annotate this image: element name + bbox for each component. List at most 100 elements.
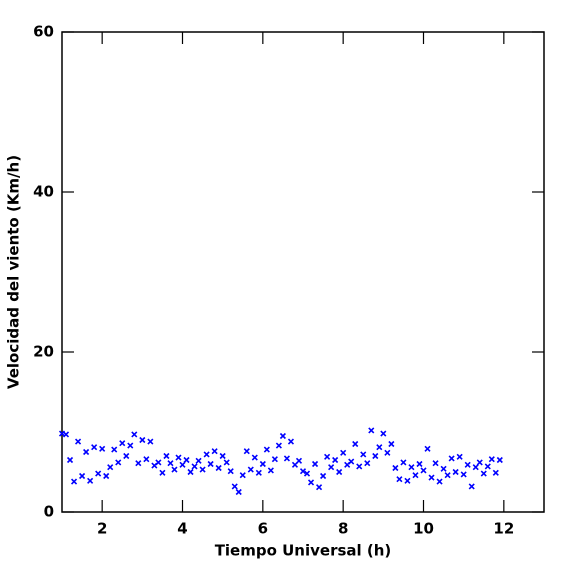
point xyxy=(416,460,423,468)
point xyxy=(440,465,447,472)
point xyxy=(311,460,319,468)
x-tick-label: 6 xyxy=(258,520,268,538)
point xyxy=(456,453,463,460)
point xyxy=(79,472,86,480)
point xyxy=(66,456,74,464)
y-tick-label: 60 xyxy=(33,23,54,41)
point xyxy=(247,466,254,473)
y-tick-label: 40 xyxy=(33,183,54,201)
point xyxy=(307,479,315,486)
point xyxy=(472,464,479,471)
point xyxy=(239,472,246,479)
point xyxy=(324,453,331,460)
point xyxy=(83,448,90,456)
point xyxy=(103,472,110,480)
point xyxy=(400,459,407,466)
point xyxy=(135,460,142,467)
point xyxy=(211,448,218,455)
point xyxy=(175,454,182,461)
point xyxy=(295,457,303,464)
point xyxy=(460,471,467,478)
point xyxy=(207,460,214,468)
point xyxy=(95,470,102,477)
point xyxy=(279,432,286,440)
point xyxy=(436,478,443,485)
point xyxy=(187,468,194,476)
point xyxy=(259,460,266,468)
point xyxy=(227,468,234,475)
point xyxy=(464,461,471,468)
point xyxy=(404,477,411,484)
point xyxy=(199,466,206,473)
point xyxy=(432,460,439,467)
point xyxy=(107,464,114,471)
point xyxy=(372,452,379,460)
point xyxy=(368,427,375,434)
point xyxy=(332,456,339,464)
point xyxy=(255,469,262,476)
point xyxy=(167,460,174,467)
point xyxy=(159,469,166,476)
point xyxy=(328,464,335,471)
point xyxy=(388,440,395,448)
point xyxy=(271,456,278,463)
point xyxy=(127,442,134,449)
point xyxy=(251,454,258,461)
x-tick-label: 4 xyxy=(177,520,187,538)
point xyxy=(143,456,150,463)
point xyxy=(364,460,371,467)
point xyxy=(231,483,238,490)
point xyxy=(303,470,311,477)
point xyxy=(496,456,503,464)
y-tick-label: 20 xyxy=(33,343,54,361)
x-tick-label: 2 xyxy=(97,520,107,538)
point xyxy=(155,459,162,466)
point xyxy=(376,444,383,451)
point xyxy=(203,451,210,458)
point xyxy=(119,440,126,447)
point xyxy=(360,451,367,458)
point xyxy=(171,466,178,473)
point xyxy=(408,464,415,471)
point xyxy=(316,484,323,491)
point xyxy=(384,449,391,456)
y-tick-label: 0 xyxy=(44,503,54,521)
point xyxy=(111,446,118,453)
point xyxy=(243,448,250,455)
point xyxy=(424,445,431,452)
point xyxy=(448,455,455,462)
point xyxy=(115,459,122,466)
point xyxy=(275,442,282,449)
point xyxy=(62,431,70,438)
point xyxy=(99,445,106,452)
point xyxy=(452,468,459,476)
point xyxy=(195,457,202,464)
point xyxy=(235,488,242,496)
point xyxy=(191,463,198,470)
x-tick-label: 10 xyxy=(413,520,434,538)
point xyxy=(444,472,451,479)
point xyxy=(219,452,226,460)
x-tick-label: 12 xyxy=(493,520,514,538)
point xyxy=(163,452,170,460)
point xyxy=(75,438,82,445)
point xyxy=(283,455,290,462)
point xyxy=(123,452,130,460)
point xyxy=(348,458,355,465)
x-axis-label: Tiempo Universal (h) xyxy=(215,542,392,560)
point xyxy=(492,469,499,476)
y-axis-label: Velocidad del viento (Km/h) xyxy=(5,155,23,389)
point xyxy=(131,431,138,438)
point xyxy=(480,470,487,477)
point xyxy=(484,463,491,470)
point xyxy=(183,456,190,464)
point xyxy=(428,474,435,481)
point xyxy=(336,468,343,476)
point xyxy=(488,456,495,463)
point xyxy=(468,483,475,490)
point xyxy=(392,464,399,472)
plot-frame xyxy=(61,31,545,513)
point xyxy=(356,463,363,470)
x-tick-label: 8 xyxy=(338,520,348,538)
